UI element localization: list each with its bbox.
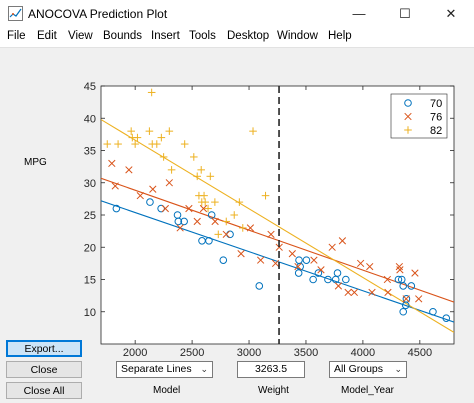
menu-tools[interactable]: Tools (189, 30, 216, 42)
chevron-down-icon: ⌄ (394, 364, 402, 374)
model-select-value: Separate Lines (121, 363, 192, 375)
maximize-button[interactable]: ☐ (399, 6, 411, 21)
group-select[interactable]: All Groups ⌄ (329, 361, 407, 378)
menu-bar: File Edit View Bounds Insert Tools Deskt… (0, 27, 474, 48)
menu-bounds[interactable]: Bounds (103, 30, 143, 42)
chevron-down-icon: ⌄ (200, 364, 208, 374)
menu-help[interactable]: Help (328, 30, 352, 42)
close-button[interactable]: Close (6, 361, 82, 378)
menu-edit[interactable]: Edit (37, 30, 57, 42)
group-caption: Model_Year (341, 385, 395, 396)
menu-file[interactable]: File (7, 30, 26, 42)
export-button[interactable]: Export... (6, 340, 82, 357)
menu-window[interactable]: Window (277, 30, 318, 42)
matlab-app-icon (8, 6, 23, 21)
model-select[interactable]: Separate Lines ⌄ (116, 361, 213, 378)
weight-value-field[interactable]: 3263.5 (237, 361, 305, 378)
window-title: ANOCOVA Prediction Plot (28, 7, 168, 21)
weight-caption: Weight (258, 385, 289, 396)
menu-insert[interactable]: Insert (151, 30, 180, 42)
close-window-button[interactable]: ✕ (445, 6, 457, 21)
minimize-button[interactable]: — (352, 6, 366, 21)
menu-view[interactable]: View (68, 30, 93, 42)
title-bar: ANOCOVA Prediction Plot — ☐ ✕ (0, 0, 474, 27)
group-select-value: All Groups (334, 363, 384, 375)
model-caption: Model (153, 385, 181, 396)
menu-desktop[interactable]: Desktop (227, 30, 270, 42)
y-axis-label: MPG (24, 157, 47, 168)
close-all-button[interactable]: Close All (6, 382, 82, 399)
